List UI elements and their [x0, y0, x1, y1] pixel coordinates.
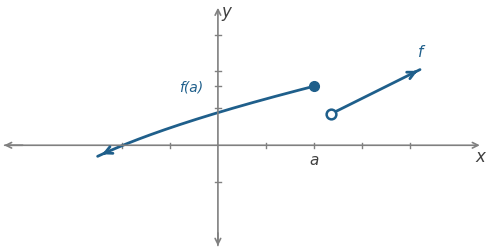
Text: x: x	[475, 148, 485, 166]
Text: f: f	[418, 45, 423, 60]
Text: f(a): f(a)	[179, 80, 204, 94]
Text: y: y	[222, 2, 231, 21]
Text: a: a	[309, 152, 319, 167]
